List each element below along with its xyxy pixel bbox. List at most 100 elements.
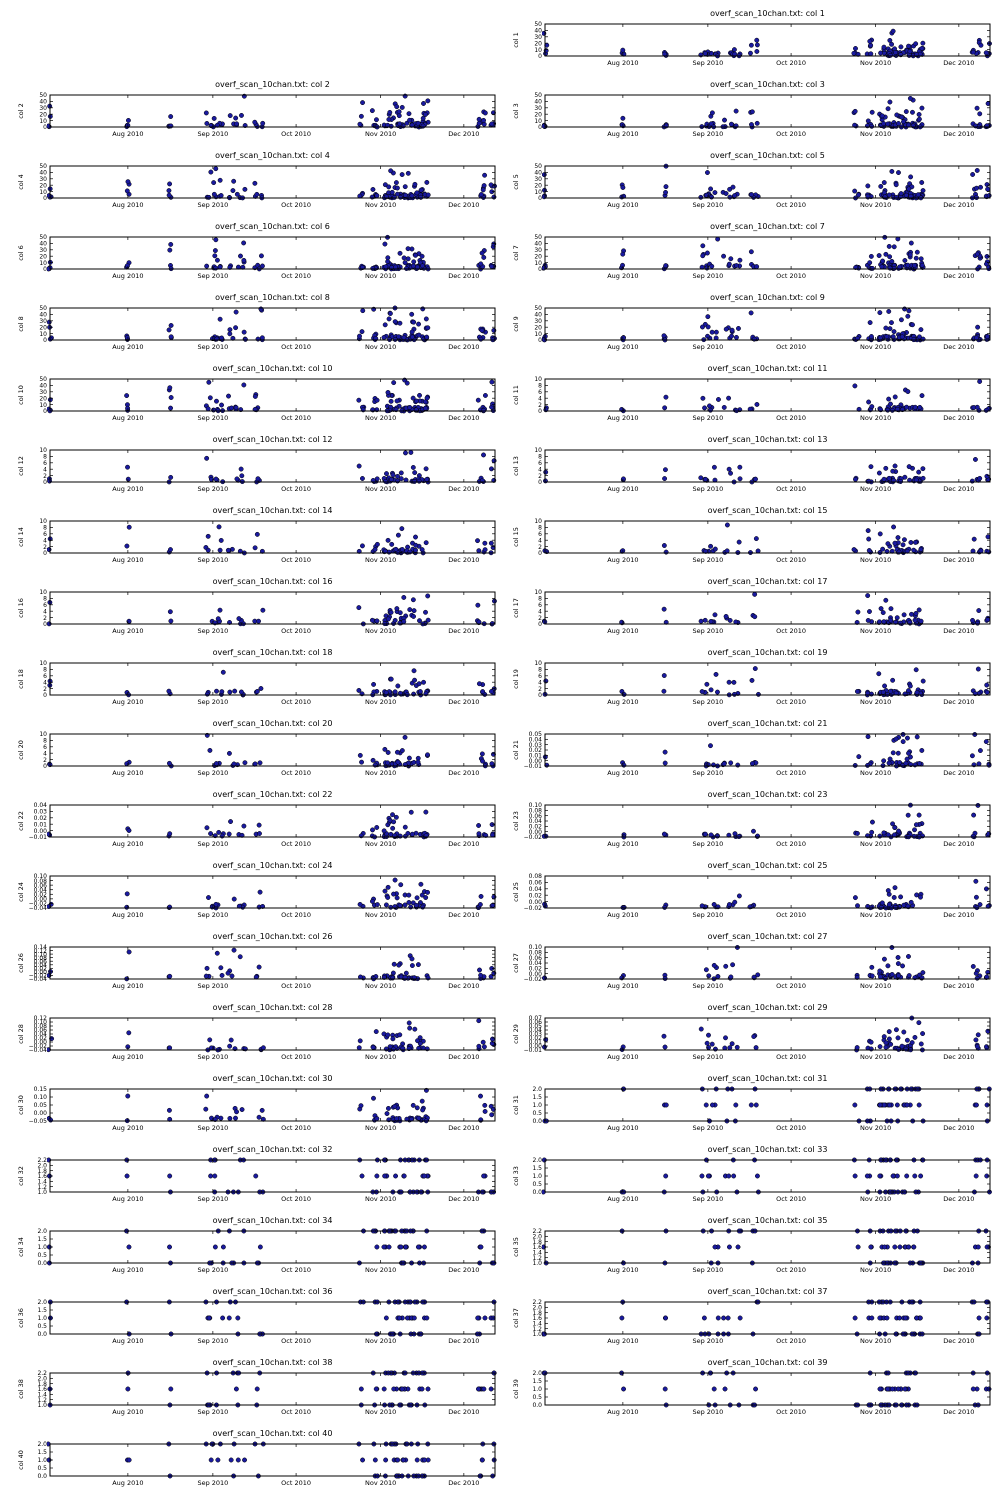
data-point: [359, 759, 365, 765]
data-point: [425, 192, 431, 198]
x-tick-label: Oct 2010: [281, 1266, 311, 1274]
data-point: [917, 404, 923, 410]
y-tick-label: 40: [39, 241, 47, 248]
subplot-title: overf_scan_10chan.txt: col 4: [215, 151, 330, 160]
data-point: [620, 47, 626, 53]
data-point: [256, 822, 262, 828]
y-tick-label: 0.00: [529, 1043, 543, 1050]
data-point: [406, 1020, 412, 1026]
data-point: [229, 973, 235, 979]
data-point: [976, 1315, 982, 1321]
scatter-points: [542, 1370, 992, 1408]
data-point: [970, 833, 976, 839]
y-tick-label: 2.2: [532, 1299, 542, 1306]
data-point: [853, 476, 858, 482]
y-tick-label: 6: [43, 602, 47, 609]
y-tick-label: 6: [43, 460, 47, 467]
plot-frame: [544, 1088, 991, 1122]
data-point: [212, 1244, 218, 1250]
y-tick-label: 4: [43, 679, 47, 686]
scatter-points: [47, 1441, 497, 1479]
data-point: [167, 1244, 172, 1250]
data-point: [226, 831, 232, 837]
data-point: [476, 548, 482, 554]
x-tick-label: Aug 2010: [607, 556, 638, 564]
x-tick-label: Dec 2010: [943, 769, 974, 777]
y-tick-label: 10: [39, 589, 47, 596]
data-point: [867, 609, 872, 614]
data-point: [425, 325, 431, 331]
y-tick-label: 2.0: [532, 1157, 542, 1164]
x-tick-label: Dec 2010: [448, 1337, 479, 1345]
data-point: [214, 950, 220, 956]
data-point: [876, 671, 882, 677]
data-point: [394, 606, 400, 612]
data-point: [423, 895, 429, 900]
data-point: [228, 1037, 234, 1043]
data-point: [369, 617, 375, 623]
y-tick-label: 2: [538, 686, 542, 693]
y-tick-label: 40: [534, 170, 542, 177]
x-tick-label: Sep 2010: [197, 556, 228, 564]
data-point: [124, 543, 130, 549]
subplot-title: overf_scan_10chan.txt: col 15: [708, 506, 828, 515]
data-point: [374, 1244, 380, 1250]
data-point: [889, 320, 894, 326]
data-point: [394, 749, 400, 755]
x-tick-label: Nov 2010: [860, 1124, 891, 1132]
x-tick-label: Aug 2010: [607, 201, 638, 209]
data-point: [409, 311, 415, 317]
scatter-points: [542, 802, 992, 840]
data-point: [220, 1244, 226, 1250]
data-point: [883, 1044, 889, 1050]
data-point: [913, 822, 919, 828]
data-point: [715, 236, 721, 242]
data-point: [393, 1173, 399, 1179]
data-point: [397, 610, 403, 616]
y-tick-label: 0.02: [34, 1035, 48, 1042]
data-point: [877, 619, 882, 625]
data-point: [476, 823, 482, 828]
data-point: [727, 194, 733, 200]
plot-frame: [544, 165, 991, 199]
x-tick-label: Aug 2010: [112, 911, 143, 919]
x-tick-label: Oct 2010: [281, 343, 311, 351]
y-tick-label: 0.05: [529, 1023, 543, 1030]
data-point: [374, 1116, 380, 1121]
data-point: [258, 306, 264, 312]
data-point: [755, 833, 761, 839]
data-point: [854, 689, 860, 694]
x-tick-label: Dec 2010: [943, 627, 974, 635]
data-point: [393, 546, 399, 552]
data-point: [477, 902, 483, 907]
y-tick-label: 10: [39, 331, 47, 338]
x-tick-label: Nov 2010: [365, 1408, 396, 1416]
x-tick-label: Aug 2010: [112, 769, 143, 777]
data-point: [478, 336, 484, 342]
data-point: [715, 1315, 721, 1321]
data-point: [480, 758, 485, 764]
data-point: [970, 49, 976, 55]
data-point: [482, 393, 488, 398]
data-point: [975, 1032, 981, 1038]
x-tick-label: Nov 2010: [365, 130, 396, 138]
data-point: [755, 691, 761, 697]
data-point: [424, 476, 430, 482]
data-point: [419, 253, 425, 259]
subplot-title: overf_scan_10chan.txt: col 23: [708, 790, 828, 799]
plot-frame: [544, 1372, 991, 1406]
y-tick-label: 30: [534, 105, 542, 112]
y-tick-label: 1.4: [532, 1250, 542, 1257]
data-point: [389, 541, 395, 547]
data-point: [890, 750, 896, 756]
data-point: [711, 1386, 717, 1392]
data-point: [881, 758, 887, 764]
data-point: [488, 540, 494, 546]
y-tick-label: 1.5: [37, 1236, 47, 1243]
y-tick-label: 4: [538, 679, 542, 686]
x-tick-label: Sep 2010: [197, 1266, 228, 1274]
data-point: [388, 398, 394, 404]
